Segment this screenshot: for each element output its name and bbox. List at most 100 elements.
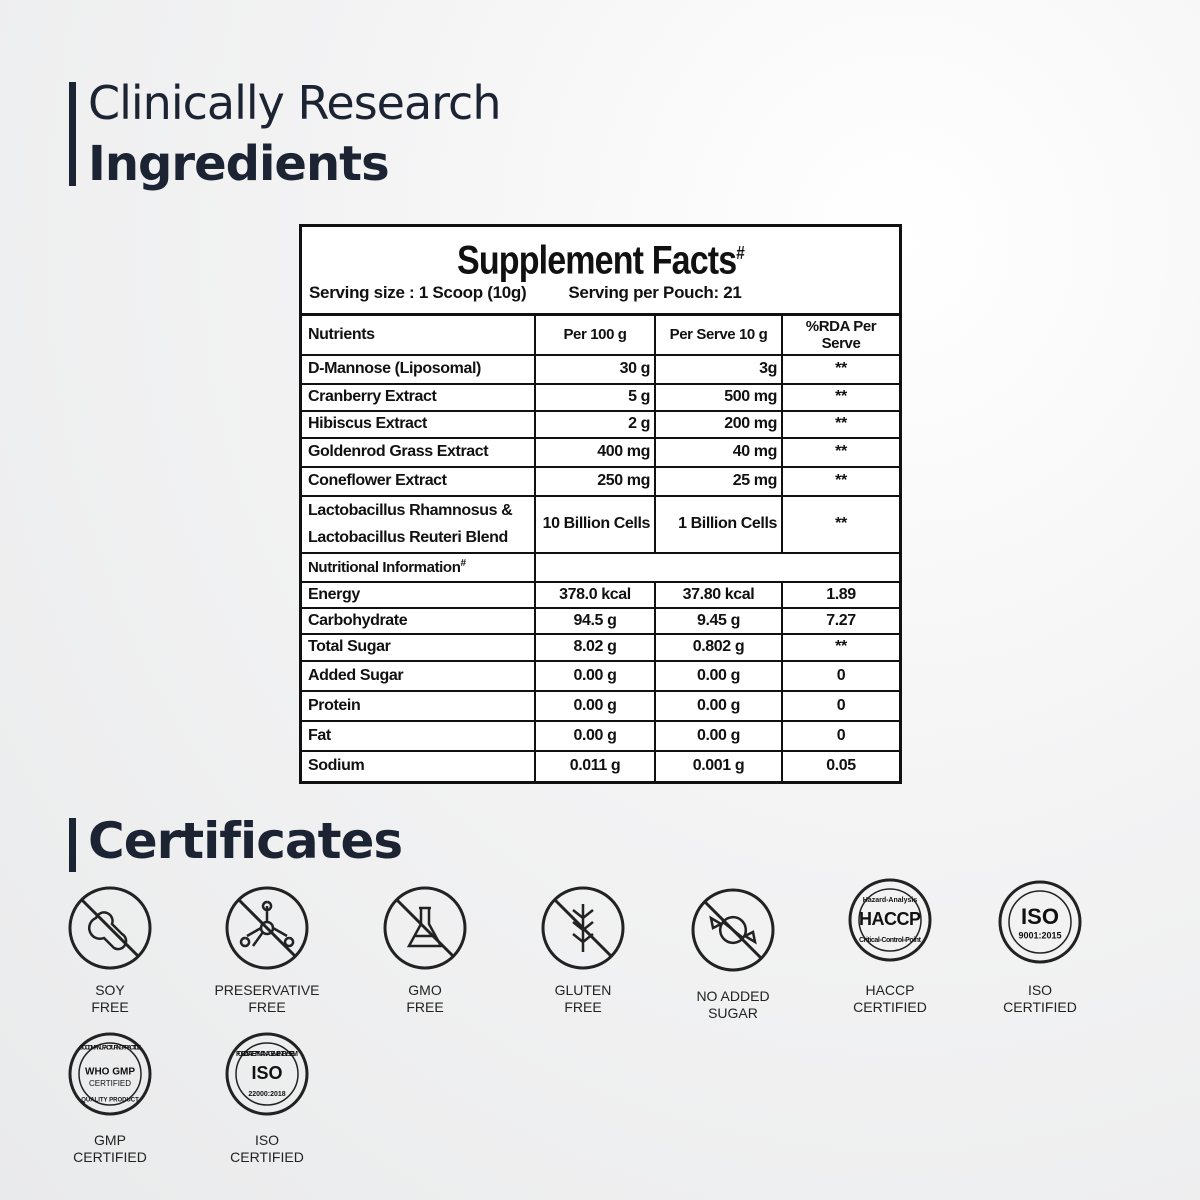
badge-text: Hazard-Analysis bbox=[863, 897, 918, 904]
cell: ** bbox=[781, 353, 899, 385]
icon-ring bbox=[225, 1032, 309, 1116]
badge-text: QUALITY PRODUCT bbox=[81, 1098, 139, 1104]
cell: 1.89 bbox=[781, 580, 899, 609]
cell: D-Mannose (Liposomal) bbox=[302, 353, 536, 385]
accent-bar bbox=[69, 818, 76, 872]
label-line: FREE bbox=[564, 999, 602, 1015]
cell: Added Sugar bbox=[302, 659, 536, 692]
cell: 0.001 g bbox=[654, 749, 783, 781]
cell: 0.00 g bbox=[534, 689, 656, 722]
label-line: CERTIFIED bbox=[853, 999, 927, 1015]
cell: 0.802 g bbox=[654, 632, 783, 662]
cell: Total Sugar bbox=[302, 632, 536, 662]
label-line: SUGAR bbox=[708, 1005, 758, 1021]
cell: 0.011 g bbox=[534, 749, 656, 781]
icon-ring bbox=[541, 886, 625, 970]
cell: ** bbox=[781, 632, 899, 662]
certificate-label: HACCP CERTIFIED bbox=[815, 982, 965, 1016]
cell: Carbohydrate bbox=[302, 606, 536, 635]
label-line: HACCP bbox=[865, 982, 915, 998]
badge-text: ISO bbox=[251, 1063, 282, 1083]
label-line: GMO bbox=[408, 982, 442, 998]
section-mark: # bbox=[460, 558, 466, 569]
icon-strike bbox=[395, 898, 455, 958]
cell: 200 mg bbox=[654, 409, 783, 439]
section-title: Nutritional Information bbox=[308, 559, 461, 576]
cell: ** bbox=[781, 465, 899, 497]
serving-info: Serving size : 1 Scoop (10g) Serving per … bbox=[302, 277, 899, 313]
certificate-label: PRESERVATIVE FREE bbox=[192, 982, 342, 1016]
cell: Goldenrod Grass Extract bbox=[302, 436, 536, 468]
label-line: CERTIFIED bbox=[230, 1149, 304, 1165]
icon-strike bbox=[237, 898, 297, 958]
cell: 0.00 g bbox=[534, 719, 656, 752]
servings: Serving per Pouch: 21 bbox=[568, 283, 742, 302]
badge-text: Critical-Control-Point bbox=[859, 937, 922, 944]
certificate-label: ISO CERTIFIED bbox=[965, 982, 1115, 1016]
badge-text: WHO GMP bbox=[85, 1067, 135, 1078]
ingredient-row: D-Mannose (Liposomal) 30 g 3g ** bbox=[302, 353, 899, 385]
cell: 8.02 g bbox=[534, 632, 656, 662]
label-line: CERTIFIED bbox=[1003, 999, 1077, 1015]
cell: 5 g bbox=[534, 382, 656, 412]
cell: 7.27 bbox=[781, 606, 899, 635]
heading-line1: Clinically Research bbox=[88, 76, 501, 130]
cell: 37.80 kcal bbox=[654, 580, 783, 609]
cell: 250 mg bbox=[534, 465, 656, 497]
ingredient-row: Hibiscus Extract 2 g 200 mg ** bbox=[302, 409, 899, 439]
certificate-label: GMO FREE bbox=[350, 982, 500, 1016]
icon-inner bbox=[858, 888, 922, 952]
badge-text: 9001:2015 bbox=[1018, 930, 1061, 940]
ingredient-row: Lactobacillus Rhamnosus & Lactobacillus … bbox=[302, 494, 899, 554]
column-header: %RDA Per Serve bbox=[781, 313, 899, 356]
cell: 10 Billion Cells bbox=[534, 494, 656, 554]
cell: ** bbox=[781, 382, 899, 412]
nutrition-row: Carbohydrate 94.5 g 9.45 g 7.27 bbox=[302, 606, 899, 635]
cell: 0.00 g bbox=[654, 719, 783, 752]
label-line: ISO bbox=[1027, 982, 1053, 998]
title-text: Supplement Facts bbox=[457, 238, 737, 283]
empty-cell bbox=[534, 551, 899, 583]
badge-text: ISO bbox=[1021, 904, 1059, 929]
cell: 378.0 kcal bbox=[534, 580, 656, 609]
icon-inner bbox=[235, 1042, 299, 1106]
cell: ** bbox=[781, 409, 899, 439]
cell: Protein bbox=[302, 689, 536, 722]
icon-ring bbox=[691, 888, 775, 972]
cell: 0.00 g bbox=[654, 689, 783, 722]
cell: ** bbox=[781, 436, 899, 468]
cell: 25 mg bbox=[654, 465, 783, 497]
badge-text: GOOD MANUFACTURING PRACTICE bbox=[79, 1046, 141, 1052]
icon-ring bbox=[848, 878, 932, 962]
section-cell: Nutritional Information# bbox=[302, 551, 536, 583]
nutrition-row: Energy 378.0 kcal 37.80 kcal 1.89 bbox=[302, 580, 899, 609]
certificates-title: Certificates bbox=[88, 812, 403, 870]
cell: 400 mg bbox=[534, 436, 656, 468]
label-line: ISO bbox=[254, 1132, 280, 1148]
label-line: NO ADDED bbox=[696, 988, 770, 1004]
accent-bar bbox=[69, 82, 76, 186]
header-row: Nutrients Per 100 g Per Serve 10 g %RDA Per… bbox=[302, 313, 899, 356]
cell: Lactobacillus Rhamnosus & Lactobacillus … bbox=[302, 494, 536, 554]
heading-line2: Ingredients bbox=[88, 136, 390, 192]
certificate-label: SOY FREE bbox=[35, 982, 185, 1016]
nutrition-row: Sodium 0.011 g 0.001 g 0.05 bbox=[302, 749, 899, 781]
cell: Energy bbox=[302, 580, 536, 609]
label-line: FREE bbox=[248, 999, 286, 1015]
cell: 9.45 g bbox=[654, 606, 783, 635]
cell: 3g bbox=[654, 353, 783, 385]
cell: 0.00 g bbox=[534, 659, 656, 692]
title-mark: # bbox=[736, 243, 745, 263]
cell: Coneflower Extract bbox=[302, 465, 536, 497]
icon-symbol bbox=[239, 900, 295, 948]
certificate-label: GLUTEN FREE bbox=[508, 982, 658, 1016]
cell: 0 bbox=[781, 719, 899, 752]
cell: 0 bbox=[781, 689, 899, 722]
cell: ** bbox=[781, 494, 899, 554]
cell: 1 Billion Cells bbox=[654, 494, 783, 554]
ingredient-row: Cranberry Extract 5 g 500 mg ** bbox=[302, 382, 899, 412]
